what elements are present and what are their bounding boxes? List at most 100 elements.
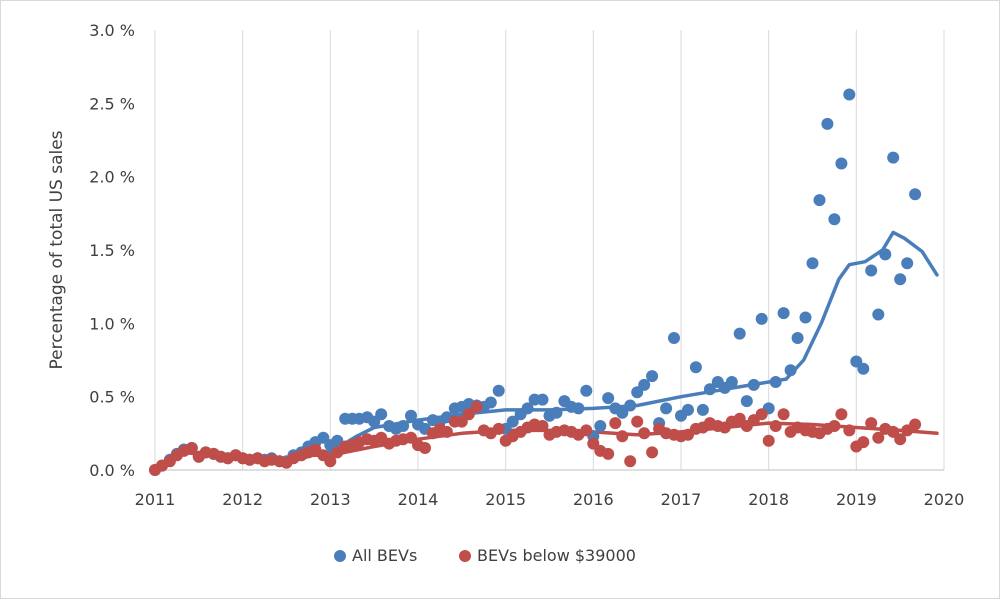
data-point (550, 406, 563, 419)
x-tick-label: 2019 (836, 490, 877, 509)
data-point (857, 436, 870, 449)
data-point (703, 383, 716, 396)
x-tick-label: 2016 (573, 490, 614, 509)
data-point (602, 447, 615, 460)
y-tick-label: 0.0 % (89, 461, 135, 480)
x-tick-label: 2020 (924, 490, 965, 509)
data-point (769, 420, 782, 432)
data-point (894, 273, 907, 286)
data-point (616, 430, 629, 443)
data-point (405, 409, 417, 422)
data-point (668, 332, 680, 344)
data-point (536, 420, 549, 432)
data-point (872, 308, 885, 321)
data-point (894, 433, 907, 446)
data-point (799, 311, 812, 324)
data-point (865, 417, 878, 430)
y-tick-label: 1.0 % (89, 314, 135, 333)
data-point (638, 378, 651, 391)
data-point (484, 396, 497, 409)
data-point (777, 307, 790, 320)
data-point (624, 455, 637, 468)
data-point (185, 442, 198, 454)
data-point (521, 402, 534, 415)
data-point (843, 88, 856, 101)
axis-layer: 2011 2012 2013 2014 2015 2016 2017 2018 2019 2020… (89, 21, 964, 509)
data-point (440, 425, 453, 438)
data-point (638, 427, 651, 440)
x-tick-label: 2017 (661, 490, 702, 509)
data-point (660, 402, 673, 415)
data-point (828, 213, 841, 226)
data-point (462, 408, 475, 421)
data-point (506, 415, 519, 428)
x-tick-label: 2014 (398, 490, 439, 509)
data-point (536, 393, 549, 406)
data-point (646, 446, 659, 459)
data-point (725, 376, 738, 388)
data-point (872, 431, 885, 444)
data-point (879, 248, 892, 261)
data-point (631, 415, 644, 428)
data-point (791, 332, 804, 344)
data-point (843, 424, 856, 437)
points-layer (149, 88, 922, 476)
data-point (784, 364, 797, 377)
data-point (865, 264, 878, 277)
data-point (777, 408, 790, 421)
data-point (646, 370, 659, 383)
data-point (835, 408, 848, 421)
x-tick-label: 2018 (748, 490, 789, 509)
data-point (740, 395, 753, 408)
data-point (324, 455, 337, 468)
data-point (857, 362, 870, 375)
data-point (609, 417, 622, 430)
data-point (696, 403, 709, 416)
data-point (689, 361, 702, 374)
data-point (901, 257, 914, 270)
data-point (375, 408, 388, 421)
x-tick-label: 2015 (485, 490, 526, 509)
data-point (397, 420, 410, 432)
y-tick-label: 3.0 % (89, 21, 135, 40)
data-point (755, 312, 768, 325)
data-point (769, 376, 782, 388)
data-point (419, 442, 431, 454)
data-point (821, 117, 834, 130)
legend-label: All BEVs (352, 546, 417, 565)
data-point (492, 384, 505, 397)
legend-marker (334, 550, 346, 562)
y-axis-title: Percentage of total US sales (47, 130, 67, 369)
data-point (682, 403, 694, 416)
y-tick-label: 2.5 % (89, 94, 135, 113)
data-point (813, 194, 826, 207)
data-point (492, 422, 505, 435)
data-point (572, 402, 585, 415)
x-tick-label: 2013 (310, 490, 351, 509)
x-tick-label: 2012 (222, 490, 263, 509)
data-point (747, 378, 760, 391)
data-point (470, 400, 483, 413)
data-point (624, 399, 637, 412)
data-point (755, 408, 768, 421)
data-point (594, 420, 607, 432)
data-point (835, 157, 848, 170)
data-point (602, 392, 615, 405)
data-point (887, 151, 900, 164)
data-point (828, 420, 841, 432)
x-tick-label: 2011 (135, 490, 176, 509)
y-tick-label: 0.5 % (89, 388, 135, 407)
data-point (909, 418, 922, 431)
data-point (762, 434, 775, 447)
y-tick-label: 2.0 % (89, 168, 135, 187)
data-point (580, 424, 593, 437)
y-tick-label: 1.5 % (89, 241, 135, 260)
legend: All BEVs BEVs below $39000 (334, 546, 636, 565)
data-point (806, 257, 819, 270)
data-point (616, 406, 629, 419)
data-point (580, 384, 593, 397)
legend-marker (459, 550, 471, 562)
